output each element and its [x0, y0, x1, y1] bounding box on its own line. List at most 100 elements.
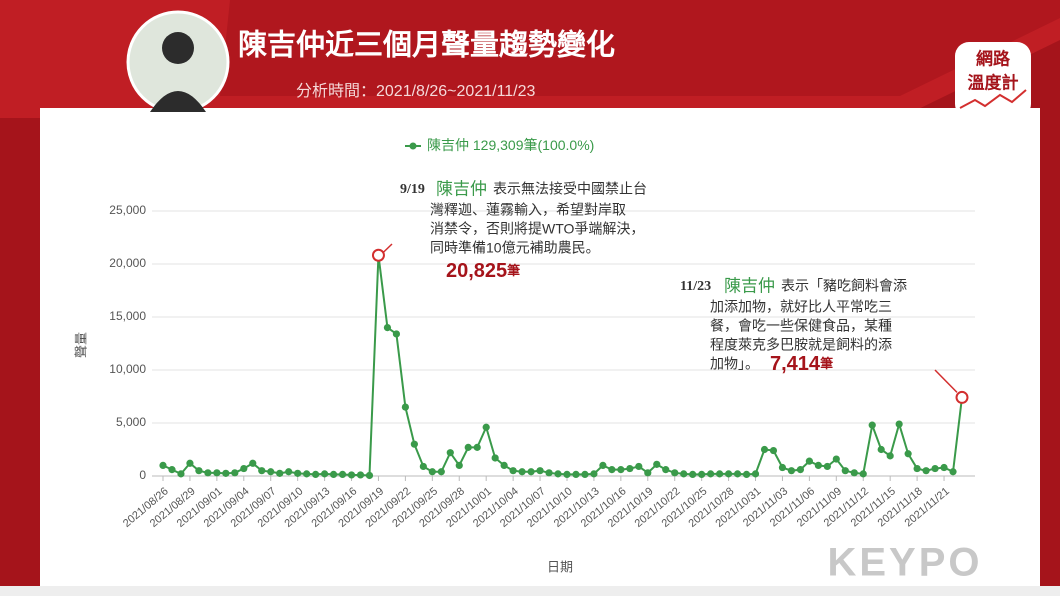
- data-point: [805, 457, 813, 465]
- y-axis-title: 聲量: [73, 332, 88, 358]
- logo-wave: [959, 89, 1027, 109]
- annotation-text: 同時準備10億元補助農民。: [430, 240, 600, 256]
- data-point: [177, 470, 185, 478]
- annotation-value-unit: 筆: [507, 263, 520, 278]
- data-point: [482, 423, 490, 431]
- data-point: [356, 471, 365, 479]
- legend-marker: [409, 142, 417, 150]
- data-point: [680, 470, 688, 478]
- annotation-text: 灣釋迦、蓮霧輸入，希望對岸取: [430, 202, 626, 218]
- data-point: [769, 446, 778, 455]
- avatar-body: [150, 91, 206, 112]
- data-point: [303, 470, 311, 478]
- data-point: [644, 469, 652, 477]
- data-point: [491, 454, 499, 462]
- annotation-date: 11/23: [680, 279, 711, 294]
- data-point: [841, 467, 849, 475]
- annotation-text: 加添加物，就好比人平常吃三: [710, 299, 892, 315]
- annotation-date: 9/19: [400, 182, 425, 197]
- data-point: [276, 469, 284, 477]
- data-point: [437, 468, 445, 476]
- data-point: [904, 450, 912, 458]
- data-point: [536, 467, 544, 475]
- data-point: [653, 460, 661, 468]
- data-point: [338, 470, 347, 479]
- data-point: [949, 468, 957, 476]
- data-point: [868, 421, 876, 429]
- annotation-text: 餐，會吃一些保健食品，某種: [710, 318, 892, 334]
- logo-box: [955, 42, 1031, 118]
- legend-total: 129,309筆(100.0%): [473, 137, 594, 153]
- y-tick-label: 10,000: [109, 362, 146, 376]
- callout-line: [382, 243, 393, 253]
- data-point: [724, 470, 733, 478]
- logo-text: 溫度計: [968, 72, 1019, 92]
- footer-strip: [0, 586, 1060, 596]
- data-point: [742, 470, 751, 479]
- highlight-ring: [955, 390, 969, 404]
- data-point: [428, 468, 436, 476]
- data-point: [401, 403, 409, 411]
- y-tick-label: 25,000: [109, 203, 146, 217]
- x-axis-title: 日期: [547, 559, 573, 574]
- data-point: [760, 445, 769, 454]
- y-tick-label: 15,000: [109, 309, 146, 323]
- data-point: [733, 470, 742, 478]
- data-point: [922, 467, 930, 475]
- data-point: [249, 459, 257, 467]
- data-point: [195, 467, 203, 475]
- logo-text: 網路: [976, 48, 1011, 68]
- data-point: [168, 466, 176, 474]
- highlight-ring: [371, 248, 385, 262]
- data-point: [410, 440, 418, 448]
- data-point: [850, 469, 858, 477]
- watermark: KEYPO: [827, 541, 982, 585]
- legend-name: 陳吉仲: [427, 137, 469, 153]
- callout-line: [934, 369, 958, 393]
- data-point: [778, 463, 787, 472]
- data-point: [545, 469, 553, 477]
- data-point: [608, 466, 616, 474]
- data-point: [796, 466, 805, 474]
- data-point: [563, 470, 571, 479]
- data-point: [159, 461, 167, 469]
- data-point: [671, 469, 679, 477]
- data-point: [186, 459, 194, 467]
- data-point: [294, 469, 302, 477]
- data-point: [518, 468, 526, 476]
- data-point: [814, 461, 822, 469]
- data-point: [707, 470, 715, 478]
- data-point: [823, 462, 831, 471]
- data-point: [877, 445, 885, 454]
- data-point: [240, 464, 248, 473]
- data-point: [267, 468, 275, 476]
- banner-stripe: [220, 0, 1060, 96]
- data-point: [626, 464, 634, 473]
- annotation-text: 表示「豬吃飼料會添: [781, 278, 907, 294]
- annotation-text: 消禁令，否則將提WTO爭端解決，: [430, 221, 644, 237]
- data-point: [886, 452, 894, 460]
- data-point: [913, 464, 921, 473]
- avatar-head: [162, 32, 194, 64]
- data-point: [599, 461, 607, 469]
- data-point: [716, 470, 724, 478]
- data-point: [204, 469, 212, 477]
- annotation-text: 加物」。: [710, 356, 759, 372]
- data-point: [347, 471, 356, 479]
- data-point: [419, 462, 427, 471]
- data-point: [329, 470, 338, 479]
- data-point: [895, 420, 903, 428]
- annotation-text: 程度萊克多巴胺就是飼料的添: [710, 337, 892, 353]
- data-point: [590, 470, 598, 478]
- data-point: [213, 469, 221, 477]
- annotation-value: 7,414筆: [770, 353, 833, 375]
- data-point: [231, 469, 239, 477]
- data-point: [509, 467, 517, 475]
- annotation-value: 20,825筆: [446, 260, 520, 282]
- subtitle: 分析時間：2021/8/26~2021/11/23: [296, 82, 536, 100]
- data-point: [473, 443, 481, 451]
- data-point: [751, 470, 760, 478]
- data-point: [554, 470, 562, 478]
- data-point: [617, 466, 625, 474]
